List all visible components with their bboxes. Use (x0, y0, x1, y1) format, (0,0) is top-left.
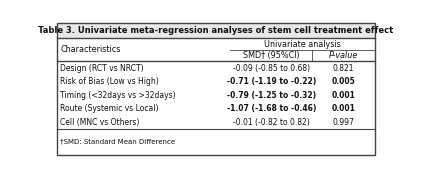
Text: Timing (<32days vs >32days): Timing (<32days vs >32days) (61, 91, 176, 100)
Text: 0.997: 0.997 (333, 118, 354, 127)
Text: -0.79 (-1.25 to -0.32): -0.79 (-1.25 to -0.32) (226, 91, 316, 100)
Bar (56, 23, 375, 38)
Text: 0.821: 0.821 (333, 64, 354, 73)
Text: Design (RCT vs NRCT): Design (RCT vs NRCT) (61, 64, 144, 73)
Text: 0.005: 0.005 (332, 77, 355, 86)
Text: -1.07 (-1.68 to -0.46): -1.07 (-1.68 to -0.46) (226, 104, 316, 113)
Text: P-value: P-value (329, 51, 358, 60)
Text: Univariate analysis: Univariate analysis (264, 40, 341, 49)
Text: Cell (MNC vs Others): Cell (MNC vs Others) (61, 118, 140, 127)
Text: 0.001: 0.001 (332, 104, 355, 113)
Text: †SMD: Standard Mean Difference: †SMD: Standard Mean Difference (61, 139, 176, 145)
Text: -0.71 (-1.19 to -0.22): -0.71 (-1.19 to -0.22) (226, 77, 316, 86)
Text: Risk of Bias (Low vs High): Risk of Bias (Low vs High) (61, 77, 159, 86)
Text: Table 3. Univariate meta-regression analyses of stem cell treatment effect: Table 3. Univariate meta-regression anal… (38, 26, 393, 35)
Text: 0.001: 0.001 (332, 91, 355, 100)
Text: -0.01 (-0.82 to 0.82): -0.01 (-0.82 to 0.82) (233, 118, 309, 127)
Text: Route (Systemic vs Local): Route (Systemic vs Local) (61, 104, 159, 113)
Text: -0.09 (-0.85 to 0.68): -0.09 (-0.85 to 0.68) (233, 64, 310, 73)
Text: Characteristics: Characteristics (61, 45, 121, 54)
Text: SMD† (95%CI): SMD† (95%CI) (243, 51, 300, 60)
